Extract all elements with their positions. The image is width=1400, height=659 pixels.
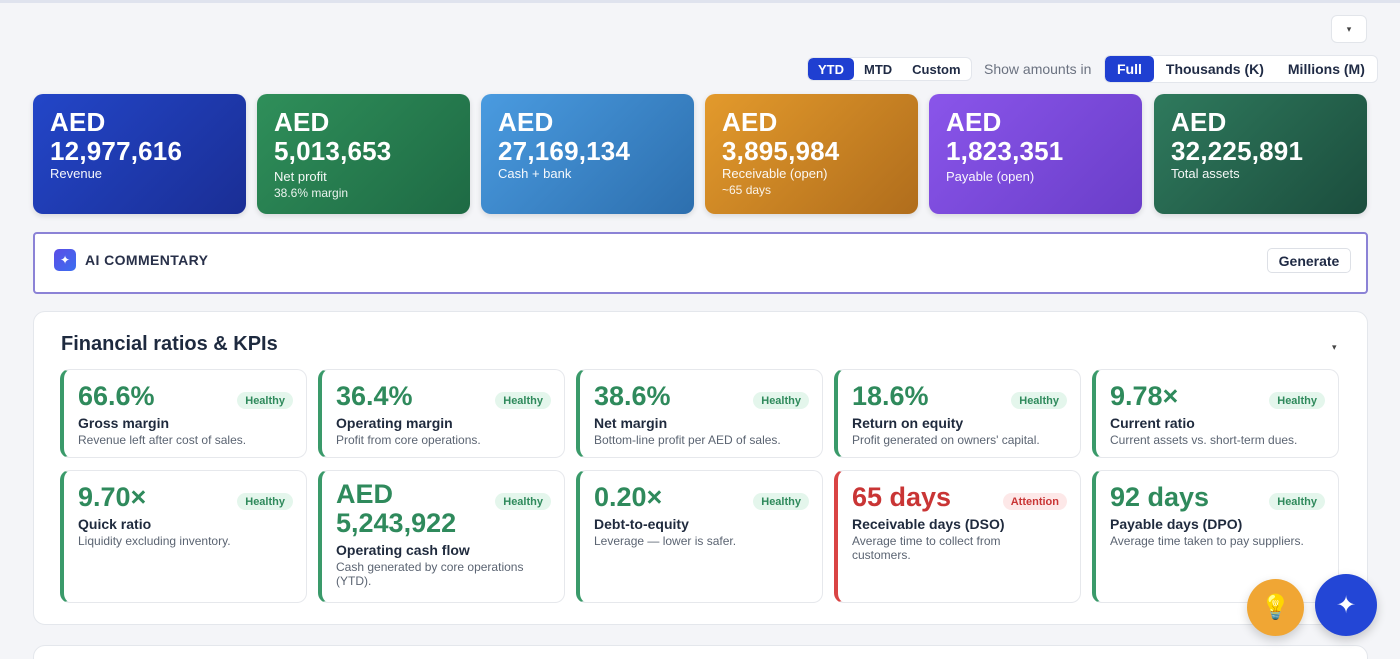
top-dropdown-button[interactable]: ▾: [1331, 15, 1367, 43]
kpi-value: 18.6%: [852, 381, 929, 411]
summary-label: Net profit: [274, 169, 327, 184]
kpi-description: Current assets vs. short-term dues.: [1110, 433, 1298, 447]
summary-card-revenue: AED 12,977,616 Revenue: [33, 94, 246, 214]
summary-sub: ~65 days: [722, 183, 772, 197]
ai-assistant-button[interactable]: ✦: [1315, 574, 1377, 636]
summary-value: AED 1,823,351: [946, 107, 1064, 166]
kpi-value: 36.4%: [336, 381, 413, 411]
ai-commentary-box: ✦ AI COMMENTARY Generate: [33, 232, 1368, 294]
kpi-description: Cash generated by core operations (YTD).: [336, 560, 524, 588]
kpi-card-operating-cash-flow: AED 5,243,922 Healthy Operating cash flo…: [318, 470, 565, 603]
kpi-description: Average time to collect from customers.: [852, 534, 1001, 562]
summary-label: Payable (open): [946, 169, 1035, 184]
kpi-card-return-on-equity: 18.6% Healthy Return on equity Profit ge…: [834, 369, 1081, 458]
period-option-custom[interactable]: Custom: [912, 61, 961, 77]
insights-button[interactable]: 💡: [1247, 579, 1304, 636]
status-badge: Attention: [1002, 493, 1067, 510]
kpi-description: Bottom-line profit per AED of sales.: [594, 433, 781, 447]
kpi-description: Revenue left after cost of sales.: [78, 433, 247, 447]
summary-value: AED 12,977,616: [50, 107, 183, 166]
sparkle-icon: ✦: [1335, 591, 1357, 619]
kpi-name: Gross margin: [78, 415, 170, 431]
summary-value: AED 5,013,653: [274, 107, 392, 166]
kpi-value: 38.6%: [594, 381, 671, 411]
summary-value: AED 3,895,984: [722, 107, 840, 166]
kpi-name: Operating cash flow: [336, 542, 470, 558]
status-badge: Healthy: [495, 392, 551, 409]
kpi-name: Current ratio: [1110, 415, 1195, 431]
lightbulb-icon: 💡: [1260, 594, 1291, 621]
kpi-value: 9.78×: [1110, 381, 1179, 411]
top-divider: [0, 0, 1400, 3]
amount-option-thousands[interactable]: Thousands (K): [1165, 61, 1264, 77]
status-badge: Healthy: [495, 493, 551, 510]
kpi-description: Leverage — lower is safer.: [594, 534, 737, 548]
kpi-card-payable-days: 92 days Healthy Payable days (DPO) Avera…: [1092, 470, 1339, 603]
kpi-description: Average time taken to pay suppliers.: [1110, 534, 1304, 548]
status-badge: Healthy: [237, 493, 293, 510]
summary-label: Receivable (open): [722, 166, 828, 181]
kpi-panel: Financial ratios & KPIs ▾ 66.6% Healthy …: [33, 311, 1368, 625]
period-toggle: YTD MTD Custom: [807, 57, 972, 81]
chevron-down-icon: ▾: [1346, 23, 1352, 34]
status-badge: Healthy: [753, 392, 809, 409]
summary-card-total-assets: AED 32,225,891 Total assets: [1154, 94, 1367, 214]
kpi-value: 92 days: [1110, 482, 1210, 512]
period-option-ytd[interactable]: YTD: [808, 58, 854, 80]
kpi-name: Quick ratio: [78, 516, 152, 532]
kpi-name: Return on equity: [852, 415, 964, 431]
collapse-caret-icon[interactable]: ▾: [1332, 342, 1337, 352]
summary-value: AED 32,225,891: [1171, 107, 1304, 166]
summary-label: Total assets: [1171, 166, 1240, 181]
ai-commentary-title: AI COMMENTARY: [85, 252, 209, 268]
amount-option-millions[interactable]: Millions (M): [1287, 61, 1365, 77]
kpi-card-net-margin: 38.6% Healthy Net margin Bottom-line pro…: [576, 369, 823, 458]
summary-card-receivable: AED 3,895,984 Receivable (open) ~65 days: [705, 94, 918, 214]
amount-format-toggle: Full Thousands (K) Millions (M): [1104, 55, 1378, 83]
kpi-description: Profit generated on owners' capital.: [852, 433, 1040, 447]
next-panel: [33, 645, 1368, 659]
summary-card-net-profit: AED 5,013,653 Net profit 38.6% margin: [257, 94, 470, 214]
kpi-value: 0.20×: [594, 482, 663, 512]
kpi-value: 66.6%: [78, 381, 155, 411]
kpi-card-quick-ratio: 9.70× Healthy Quick ratio Liquidity excl…: [60, 470, 307, 603]
summary-label: Revenue: [50, 166, 103, 181]
kpi-description: Profit from core operations.: [336, 433, 481, 447]
kpi-card-gross-margin: 66.6% Healthy Gross margin Revenue left …: [60, 369, 307, 458]
status-badge: Healthy: [237, 392, 293, 409]
kpi-card-debt-to-equity: 0.20× Healthy Debt-to-equity Leverage — …: [576, 470, 823, 603]
kpi-name: Net margin: [594, 415, 668, 431]
amount-option-full[interactable]: Full: [1105, 56, 1154, 82]
show-amounts-label: Show amounts in: [984, 61, 1092, 77]
sparkle-icon: ✦: [54, 249, 76, 271]
status-badge: Healthy: [1269, 392, 1325, 409]
kpi-name: Debt-to-equity: [594, 516, 689, 532]
kpi-card-operating-margin: 36.4% Healthy Operating margin Profit fr…: [318, 369, 565, 458]
kpi-name: Operating margin: [336, 415, 453, 431]
kpi-name: Payable days (DPO): [1110, 516, 1243, 532]
period-option-mtd[interactable]: MTD: [864, 61, 893, 77]
kpi-card-receivable-days: 65 days Attention Receivable days (DSO) …: [834, 470, 1081, 603]
summary-value: AED 27,169,134: [498, 107, 631, 166]
kpi-name: Receivable days (DSO): [852, 516, 1005, 532]
panel-title: Financial ratios & KPIs: [61, 333, 278, 355]
kpi-value: 65 days: [852, 482, 952, 512]
generate-button[interactable]: Generate: [1267, 248, 1351, 273]
summary-label: Cash + bank: [498, 166, 572, 181]
kpi-description: Liquidity excluding inventory.: [78, 534, 231, 548]
status-badge: Healthy: [753, 493, 809, 510]
kpi-card-current-ratio: 9.78× Healthy Current ratio Current asse…: [1092, 369, 1339, 458]
summary-card-payable: AED 1,823,351 Payable (open): [929, 94, 1142, 214]
status-badge: Healthy: [1269, 493, 1325, 510]
status-badge: Healthy: [1011, 392, 1067, 409]
kpi-value: AED 5,243,922: [336, 479, 457, 538]
kpi-value: 9.70×: [78, 482, 147, 512]
summary-sub: 38.6% margin: [274, 186, 349, 200]
summary-card-cash-bank: AED 27,169,134 Cash + bank: [481, 94, 694, 214]
